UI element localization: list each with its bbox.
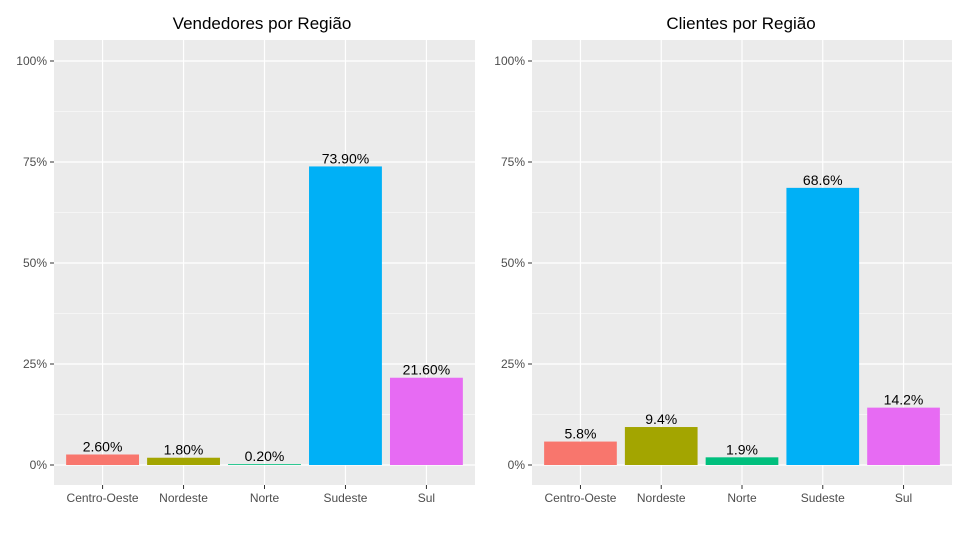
data-label: 68.6% [803,172,843,188]
x-tick-label: Sudeste [801,491,845,505]
chart-title: Clientes por Região [666,14,815,33]
bar-sudeste [309,166,382,465]
chart-clientes: Clientes por Região 0% 25% 50% 75% 100% 5.8% Ce… [494,14,952,505]
data-label: 1.80% [164,442,204,458]
y-tick-label: 100% [494,54,525,68]
data-label: 2.60% [83,438,123,454]
x-tick-label: Nordeste [637,491,686,505]
data-label: 1.9% [726,441,758,457]
x-tick-label: Sul [895,491,912,505]
data-label: 0.20% [245,448,285,464]
x-tick-label: Nordeste [159,491,208,505]
bar-sul [867,407,940,465]
x-tick-label: Norte [250,491,280,505]
y-tick-label: 75% [501,155,525,169]
bar-nordeste [624,427,698,465]
x-tick-label: Centro-Oeste [67,491,139,505]
y-tick-label: 0% [508,458,526,472]
bar-sul [389,377,463,465]
bar-centro-oeste [66,454,140,465]
x-tick-label: Centro-Oeste [544,491,616,505]
chart-vendedores: Vendedores por Região 0% 25% 50% 75% 100% 2.60… [16,14,475,505]
bar-norte [705,457,779,465]
bar-sudeste [786,187,860,465]
data-label: 21.60% [403,362,450,378]
y-tick-label: 75% [23,155,47,169]
y-tick-label: 0% [30,458,48,472]
data-label: 5.8% [565,426,597,442]
data-label: 14.2% [884,392,924,408]
bar-nordeste [147,457,220,465]
y-tick-label: 25% [23,357,47,371]
y-tick-label: 50% [23,256,47,270]
bar-centro-oeste [544,441,617,465]
bar-norte [228,464,301,465]
x-tick-label: Norte [727,491,757,505]
y-tick-label: 25% [501,357,525,371]
data-label: 9.4% [645,411,677,427]
data-label: 73.90% [322,150,369,166]
chart-title: Vendedores por Região [173,14,352,33]
x-tick-label: Sul [418,491,435,505]
y-tick-label: 50% [501,256,525,270]
x-tick-label: Sudeste [323,491,367,505]
y-tick-label: 100% [16,54,47,68]
